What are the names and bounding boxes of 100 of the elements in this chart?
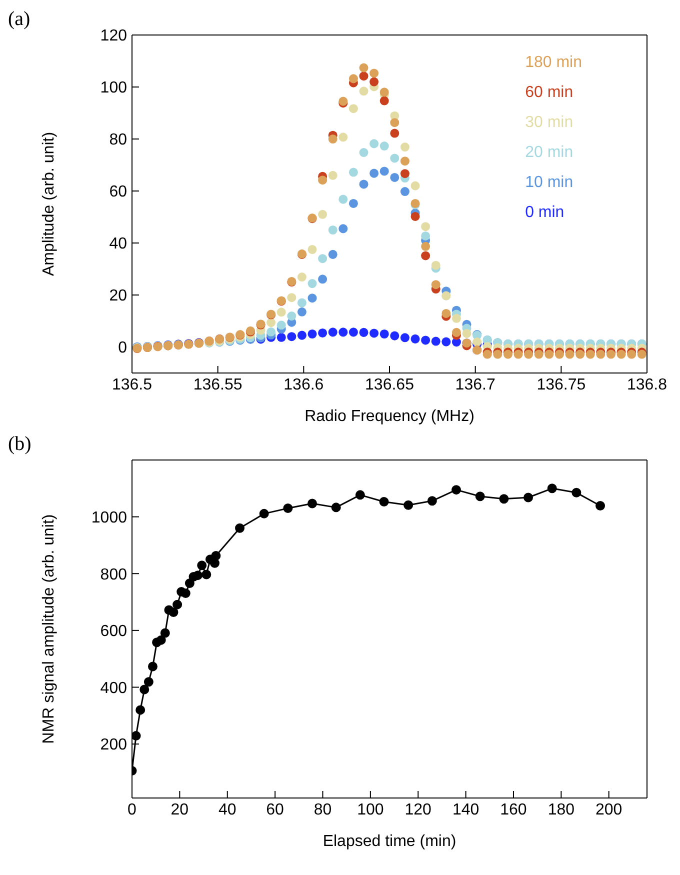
- point: [210, 558, 220, 568]
- point: [328, 328, 338, 337]
- y-tick-label: 1000: [91, 509, 128, 526]
- point: [266, 318, 276, 328]
- point: [338, 328, 348, 337]
- point: [431, 260, 440, 270]
- point: [172, 600, 182, 610]
- point: [390, 172, 400, 182]
- point: [400, 187, 410, 196]
- point: [287, 293, 296, 302]
- point: [427, 496, 437, 506]
- point: [452, 314, 461, 323]
- x-axis-title: Elapsed time (min): [322, 833, 456, 850]
- x-tick-label: 136.55: [193, 376, 242, 394]
- point: [410, 181, 420, 190]
- point: [331, 502, 341, 512]
- point: [400, 156, 410, 166]
- point: [380, 96, 389, 106]
- point: [338, 194, 348, 204]
- point: [318, 274, 328, 284]
- point: [132, 731, 141, 741]
- x-tick-label: 136.8: [626, 376, 668, 394]
- point: [442, 308, 451, 318]
- point: [359, 328, 368, 337]
- chart-title: (b): [8, 433, 32, 456]
- point: [370, 168, 379, 178]
- point: [328, 170, 338, 180]
- point: [390, 128, 400, 138]
- point: [318, 210, 328, 219]
- x-tick-label: 136.6: [284, 376, 324, 394]
- point: [140, 684, 150, 694]
- x-tick-label: 160: [500, 801, 527, 818]
- point: [297, 330, 306, 340]
- point: [359, 148, 368, 158]
- point: [297, 298, 306, 308]
- point: [287, 312, 296, 321]
- point: [308, 244, 317, 254]
- point: [348, 74, 358, 84]
- point: [160, 628, 170, 638]
- point: [359, 180, 368, 189]
- point: [421, 231, 430, 240]
- point: [328, 134, 338, 144]
- text: 10 min: [525, 173, 574, 193]
- point: [308, 329, 317, 339]
- point: [308, 279, 317, 288]
- point: [475, 492, 485, 502]
- point: [144, 677, 154, 687]
- point: [421, 242, 430, 251]
- y-tick-label: 400: [100, 680, 128, 697]
- y-tick-label: 100: [100, 80, 128, 97]
- point: [235, 523, 245, 533]
- point: [442, 337, 451, 346]
- y-tick-label: 800: [100, 566, 128, 584]
- point: [421, 336, 430, 345]
- point: [318, 254, 328, 264]
- point: [355, 490, 365, 500]
- y-axis-title: Amplitude (arb. unit): [40, 132, 58, 276]
- point: [287, 332, 296, 342]
- y-axis-title: NMR signal amplitude (arb. unit): [40, 514, 58, 744]
- point: [348, 104, 358, 114]
- point: [462, 328, 472, 338]
- point: [297, 272, 306, 282]
- point: [297, 307, 306, 316]
- x-axis-title: Radio Frequency (MHz): [304, 408, 474, 425]
- text: 30 min: [525, 113, 574, 133]
- text: 60 min: [525, 83, 574, 103]
- point: [452, 485, 462, 495]
- point: [421, 222, 430, 232]
- point: [180, 588, 190, 598]
- point: [156, 635, 166, 645]
- point: [596, 500, 606, 510]
- point: [572, 488, 582, 498]
- x-tick-label: 120: [404, 801, 432, 818]
- point: [283, 504, 293, 514]
- point: [452, 328, 461, 337]
- point: [370, 139, 379, 148]
- point: [359, 63, 368, 72]
- point: [348, 168, 358, 177]
- point: [410, 212, 420, 221]
- point: [338, 224, 348, 234]
- point: [400, 142, 410, 152]
- point: [348, 198, 358, 208]
- point: [547, 484, 557, 494]
- point: [400, 169, 410, 178]
- y-tick-label: 200: [100, 736, 128, 754]
- point: [276, 308, 286, 317]
- point: [390, 118, 400, 128]
- point: [359, 86, 368, 96]
- point: [380, 142, 389, 151]
- x-tick-label: 100: [357, 801, 384, 818]
- point: [421, 251, 430, 260]
- x-tick-label: 60: [266, 801, 284, 818]
- point: [380, 166, 389, 176]
- point: [276, 320, 286, 330]
- point: [370, 68, 379, 78]
- point: [400, 333, 410, 342]
- y-tick-label: 0: [118, 340, 128, 357]
- point: [168, 607, 178, 617]
- point: [390, 331, 400, 340]
- point: [328, 225, 338, 235]
